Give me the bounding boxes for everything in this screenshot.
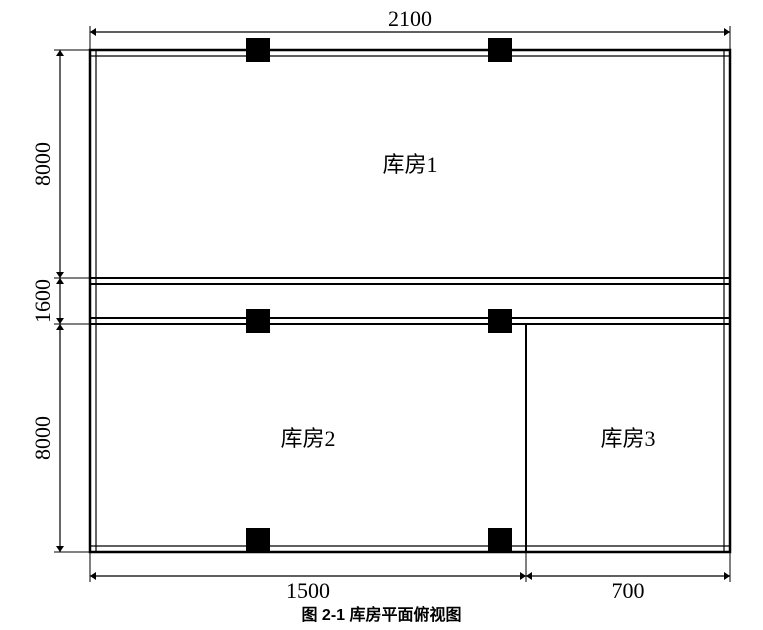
dim-left-lower-value: 8000	[30, 416, 55, 460]
dim-left-mid-arrow-t	[56, 278, 64, 284]
column-5	[246, 528, 270, 552]
dim-top-arrow-l	[90, 28, 96, 36]
dim-left-upper-arrow-b	[56, 272, 64, 278]
column-3	[246, 309, 270, 333]
label-room-3: 库房3	[600, 426, 655, 451]
dim-top-arrow-r	[724, 28, 730, 36]
dim-bottom-left-arrow-r	[520, 572, 526, 580]
column-4	[488, 309, 512, 333]
dim-top-value: 2100	[388, 6, 432, 31]
floorplan-figure: 库房1 库房2 库房3 2100 8000 1600 8000 1500 700 图 2-1 库房…	[0, 0, 763, 630]
figure-caption: 图 2-1 库房平面俯视图	[301, 605, 461, 624]
label-room-1: 库房1	[382, 152, 437, 177]
dim-bottom-right-arrow-r	[724, 572, 730, 580]
dim-bottom-left-value: 1500	[286, 578, 330, 603]
plan-outer-wall	[90, 50, 730, 552]
dim-bottom-left-arrow-l	[90, 572, 96, 580]
column-6	[488, 528, 512, 552]
dim-left-lower-arrow-t	[56, 324, 64, 330]
dim-bottom-right-value: 700	[612, 578, 645, 603]
column-2	[488, 38, 512, 62]
dim-left-mid-arrow-b	[56, 318, 64, 324]
dim-bottom-right-arrow-l	[526, 572, 532, 580]
dim-left-upper-arrow-t	[56, 50, 64, 56]
dim-left-mid-value: 1600	[30, 279, 55, 323]
dim-left-lower-arrow-b	[56, 546, 64, 552]
column-1	[246, 38, 270, 62]
dim-left-upper-value: 8000	[30, 142, 55, 186]
label-room-2: 库房2	[280, 426, 335, 451]
